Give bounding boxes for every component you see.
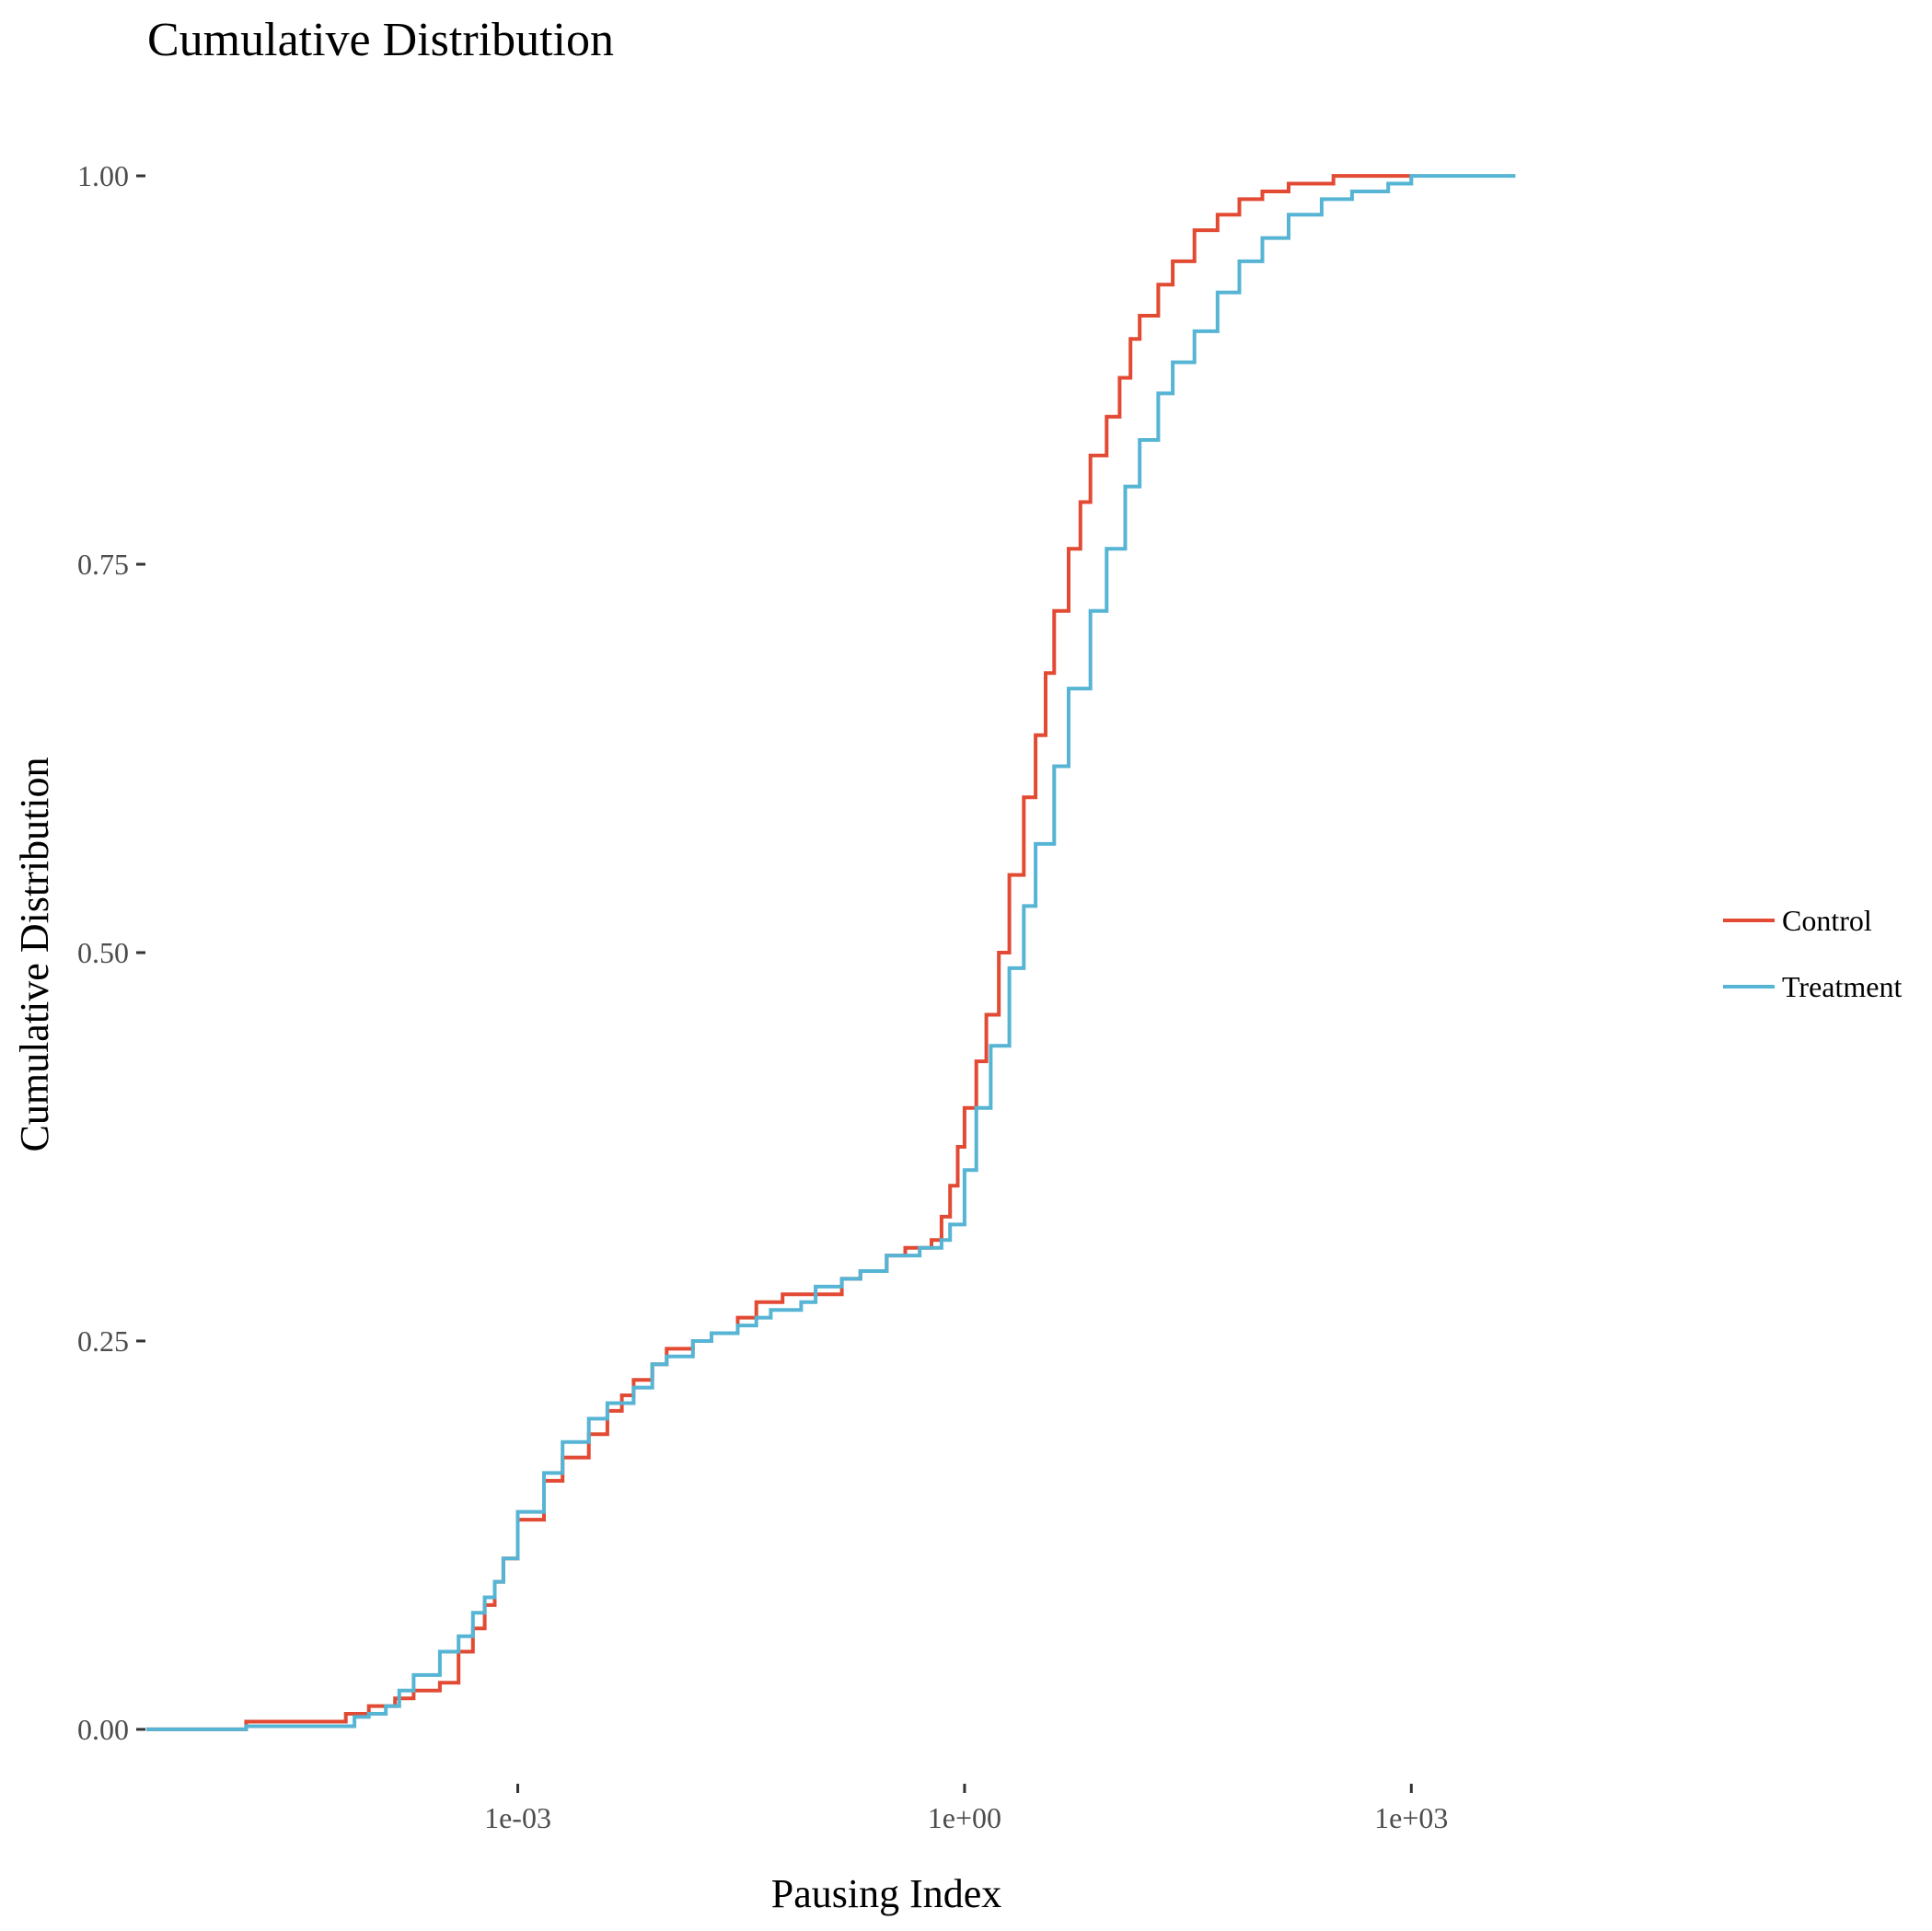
legend: Control Treatment: [1723, 904, 1902, 1003]
x-tick-label: 1e+03: [1374, 1801, 1448, 1834]
y-axis: 0.00 0.25 0.50 0.75 1.00: [77, 159, 145, 1746]
series-line-control: [145, 174, 1412, 1731]
legend-label-control: Control: [1782, 904, 1872, 937]
y-axis-title: Cumulative Distribution: [12, 757, 57, 1152]
x-axis-title: Pausing Index: [771, 1871, 1002, 1916]
y-tick-label: 0.25: [77, 1324, 129, 1358]
chart-title: Cumulative Distribution: [147, 14, 614, 66]
x-axis: 1e-03 1e+00 1e+03: [484, 1784, 1448, 1834]
series-layer: [145, 174, 1516, 1731]
y-tick-label: 0.50: [77, 936, 129, 969]
x-tick-label: 1e-03: [484, 1801, 551, 1834]
series-line-treatment: [145, 174, 1516, 1731]
x-tick-label: 1e+00: [928, 1801, 1001, 1834]
legend-label-treatment: Treatment: [1782, 970, 1902, 1003]
y-tick-label: 1.00: [77, 159, 129, 192]
y-tick-label: 0.75: [77, 548, 129, 581]
y-tick-label: 0.00: [77, 1713, 129, 1746]
